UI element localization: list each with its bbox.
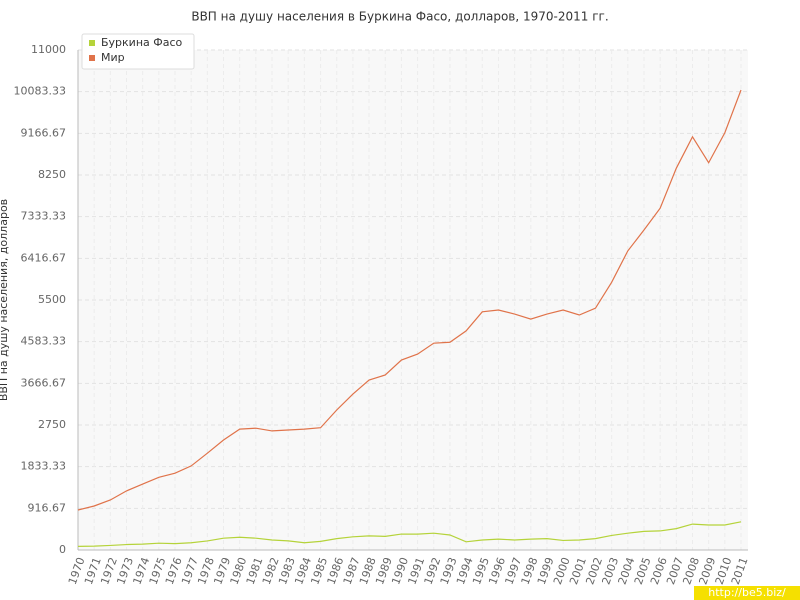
chart-title: ВВП на душу населения в Буркина Фасо, до… [191, 10, 608, 24]
y-tick-label: 1833.33 [21, 460, 67, 473]
legend-swatch [89, 55, 95, 61]
y-tick-label: 11000 [31, 43, 66, 56]
legend-box [81, 33, 195, 70]
y-tick-label: 916.67 [28, 501, 67, 514]
legend-swatch [89, 40, 95, 46]
y-tick-label: 6416.67 [21, 251, 67, 264]
y-tick-label: 8250 [38, 168, 66, 181]
legend-label: Мир [101, 51, 125, 64]
y-tick-label: 4583.33 [21, 335, 67, 348]
series-line [77, 521, 742, 547]
y-tick-label: 2750 [38, 418, 66, 431]
series-line [77, 89, 742, 511]
y-tick-label: 3666.67 [21, 376, 67, 389]
y-tick-label: 9166.67 [21, 126, 67, 139]
y-tick-label: 7333.33 [21, 210, 67, 223]
watermark-bg [694, 586, 800, 600]
legend-label: Буркина Фасо [101, 36, 183, 49]
watermark: http://be5.biz/ [708, 586, 786, 599]
y-tick-label: 10083.33 [14, 85, 67, 98]
y-tick-label: 5500 [38, 293, 66, 306]
y-tick-label: 0 [59, 543, 66, 556]
y-axis-label: ВВП на душу населения, долларов [0, 199, 10, 401]
